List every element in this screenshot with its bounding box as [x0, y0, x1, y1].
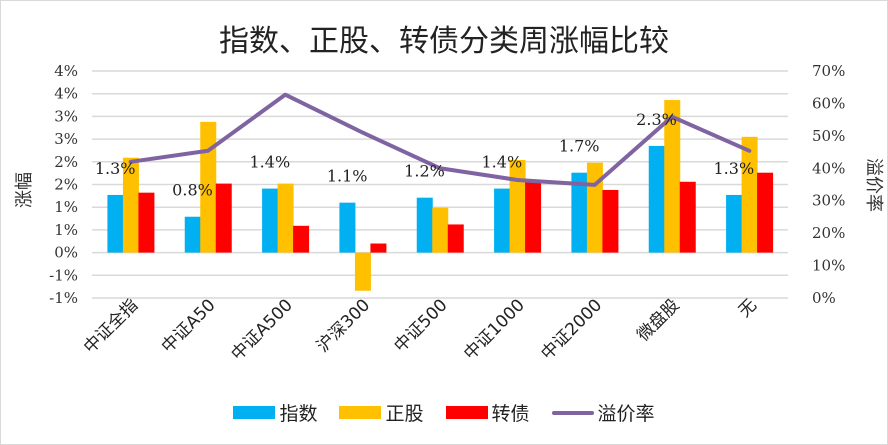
- bar-指数: [262, 188, 279, 253]
- y2-tick-label: 0%: [812, 289, 836, 307]
- legend-label: 指数: [279, 403, 318, 425]
- y2-tick-label: 10%: [812, 257, 845, 275]
- x-category-label: 中证500: [390, 295, 451, 356]
- bar-正股: [586, 162, 603, 253]
- bar-转债: [293, 225, 310, 253]
- data-label: 1.4%: [482, 153, 523, 172]
- y2-tick-label: 60%: [812, 94, 845, 112]
- legend-item-溢价率: 溢价率: [551, 399, 655, 426]
- bar-转债: [370, 243, 387, 253]
- bar-转债: [138, 192, 155, 253]
- bar-指数: [416, 197, 433, 253]
- y-tick-label: 4%: [54, 85, 78, 103]
- y-tick-label: 2%: [54, 153, 78, 171]
- data-label: 2.3%: [636, 110, 677, 129]
- y-tick-label: 2%: [54, 176, 78, 194]
- data-label: 1.7%: [559, 137, 600, 156]
- y2-tick-label: 70%: [812, 62, 845, 80]
- y-tick-label: 4%: [54, 62, 78, 80]
- bar-指数: [571, 172, 588, 253]
- legend-item-转债: 转债: [445, 399, 530, 426]
- legend-label: 溢价率: [597, 403, 655, 425]
- bar-正股: [354, 252, 371, 291]
- y-tick-label: -1%: [49, 266, 78, 284]
- bar-转债: [602, 189, 619, 253]
- legend-swatch: [233, 406, 276, 419]
- legend-item-指数: 指数: [233, 399, 317, 426]
- premium-line: [128, 92, 752, 187]
- y-tick-label: 3%: [54, 130, 78, 148]
- x-category-label: 中证2000: [537, 295, 606, 364]
- y2-tick-label: 50%: [812, 127, 845, 145]
- data-label: 0.8%: [172, 181, 213, 200]
- x-axis-categories: 中证全指 中证A50 中证A500 沪深300 中证500 中证1000 中证2000 微盘股…: [80, 295, 761, 364]
- bar-转债: [447, 224, 464, 253]
- x-category-label: 沪深300: [313, 295, 374, 356]
- bar-正股: [664, 100, 681, 253]
- legend-label: 正股: [385, 403, 424, 425]
- data-label: 1.1%: [327, 167, 368, 186]
- y2-tick-label: 40%: [812, 159, 845, 177]
- bar-转债: [757, 172, 774, 253]
- legend-swatch: [339, 406, 382, 419]
- y-axis-right-ticks: 0% 10% 20% 30% 40% 50% 60% 70%: [812, 62, 845, 307]
- bar-指数: [107, 194, 124, 253]
- bar-指数: [339, 202, 356, 253]
- chart-title: 指数、正股、转债分类周涨幅比较: [219, 24, 669, 59]
- bar-转债: [215, 183, 232, 253]
- bar-指数: [494, 188, 511, 253]
- y-tick-label: 1%: [54, 198, 78, 216]
- x-category-label: 中证A500: [228, 295, 297, 364]
- bars: [107, 100, 774, 291]
- data-labels: 1.3% 0.8% 1.4% 1.1% 1.2% 1.4% 1.7% 2.3% 1.3%: [95, 110, 754, 200]
- legend-swatch: [445, 406, 488, 419]
- y-tick-label: -1%: [49, 289, 78, 307]
- bar-正股: [432, 207, 449, 253]
- y-tick-label: 1%: [54, 221, 78, 239]
- y-tick-label: 3%: [54, 107, 78, 125]
- bar-正股: [122, 157, 139, 253]
- legend: 指数 正股 转债 溢价率: [0, 399, 888, 426]
- y-axis-label: 涨幅: [14, 172, 35, 208]
- legend-label: 转债: [491, 403, 530, 425]
- y2-tick-label: 20%: [812, 224, 845, 242]
- y-axis-left-ticks: -1% -1% 0% 1% 1% 2% 2% 3% 3% 4% 4%: [49, 62, 78, 307]
- x-category-label: 微盘股: [633, 295, 683, 345]
- x-category-label: 中证1000: [460, 295, 529, 364]
- legend-item-正股: 正股: [339, 399, 424, 426]
- x-category-label: 无: [735, 295, 761, 321]
- data-label: 1.3%: [95, 159, 136, 178]
- bar-正股: [277, 183, 294, 253]
- bar-指数: [184, 216, 201, 253]
- data-label: 1.4%: [250, 153, 291, 172]
- bar-指数: [648, 145, 665, 253]
- y-tick-label: 0%: [54, 244, 78, 262]
- bar-正股: [200, 121, 217, 253]
- bar-转债: [525, 179, 542, 253]
- bar-正股: [509, 159, 526, 253]
- data-label: 1.2%: [404, 162, 445, 181]
- data-label: 1.3%: [714, 159, 755, 178]
- x-category-label: 中证全指: [80, 295, 142, 357]
- x-category-label: 中证A50: [158, 295, 220, 357]
- bar-指数: [726, 194, 743, 253]
- y2-axis-label: 溢价率: [863, 158, 884, 212]
- y2-tick-label: 30%: [812, 192, 845, 210]
- legend-swatch: [551, 410, 594, 415]
- bar-正股: [741, 136, 758, 253]
- bar-转债: [679, 181, 696, 253]
